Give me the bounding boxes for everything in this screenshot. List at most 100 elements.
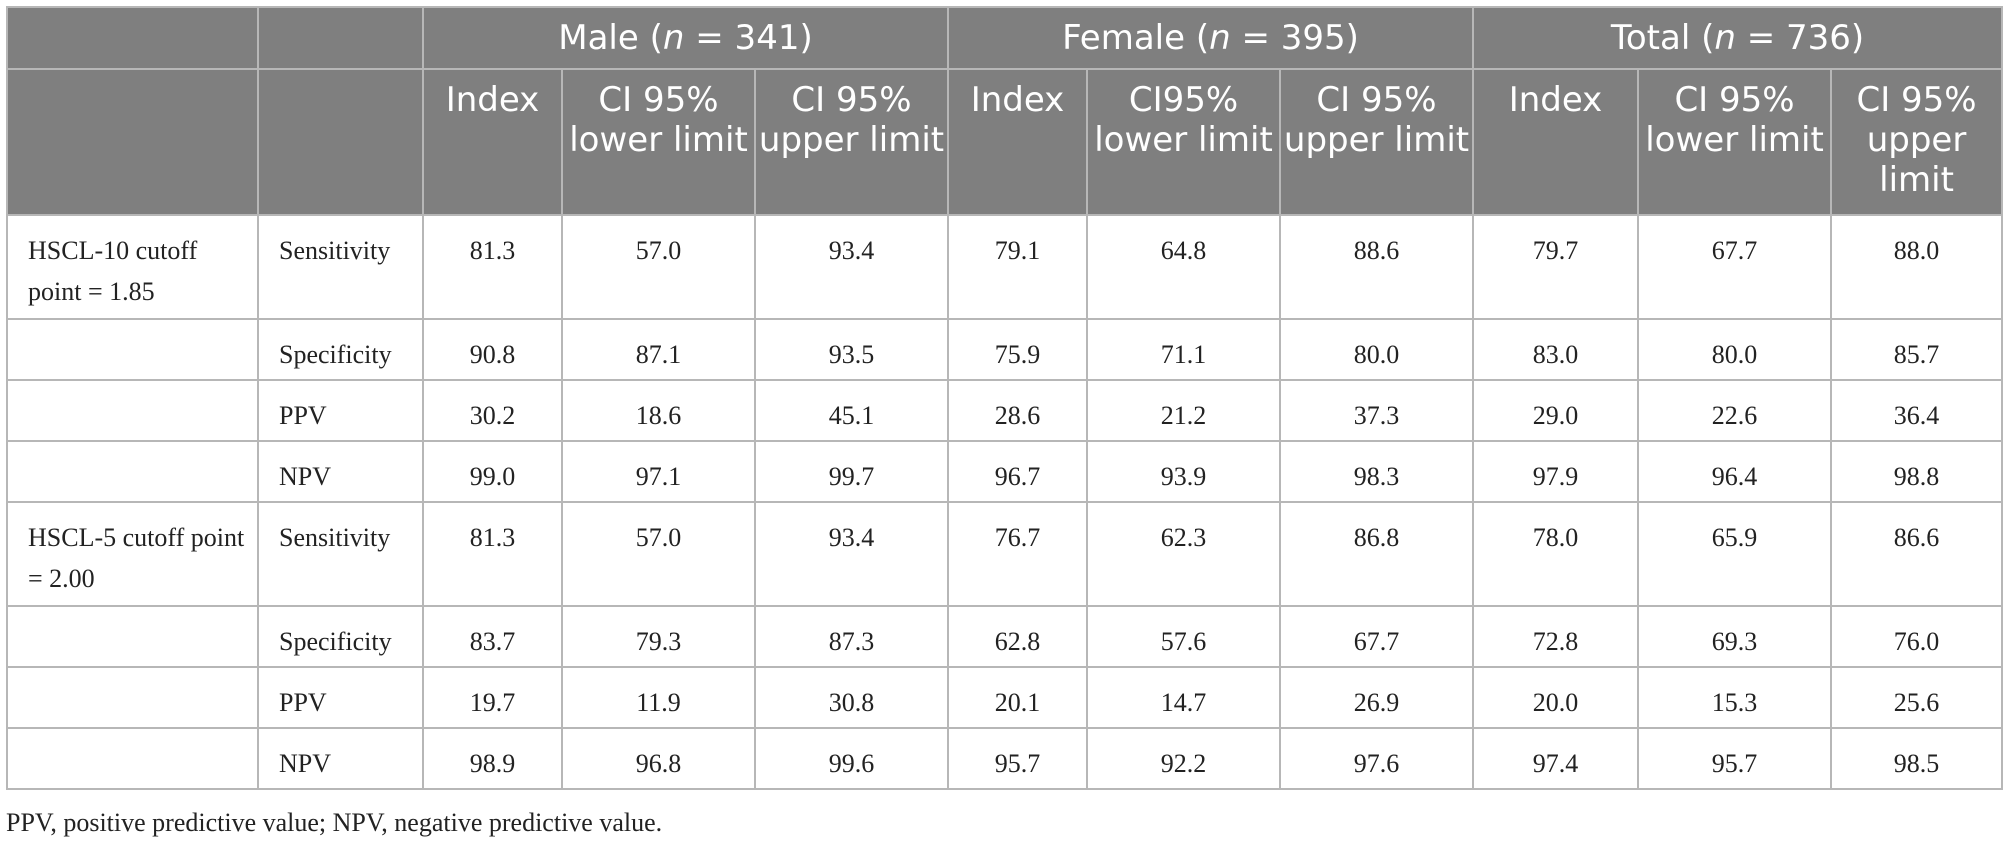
cell-value: 95.7	[947, 727, 1088, 790]
table-row: Specificity 90.8 87.1 93.5 75.9 71.1 80.…	[6, 318, 2004, 381]
cell-value: 20.0	[1472, 666, 1640, 729]
cell-value: 25.6	[1830, 666, 2004, 729]
header-male-index: Index	[422, 68, 563, 216]
group-label: HSCL-5 cutoff point = 2.00	[6, 501, 259, 607]
cell-value: 90.8	[422, 318, 563, 381]
cell-value: 96.7	[947, 440, 1088, 503]
metric-label: Sensitivity	[257, 214, 424, 320]
cell-value: 65.9	[1637, 501, 1833, 607]
header-group-male: Male (n = 341)	[422, 6, 949, 70]
cell-value: 99.6	[754, 727, 949, 790]
cell-value: 98.5	[1830, 727, 2004, 790]
cell-value: 80.0	[1278, 318, 1475, 381]
cell-value: 76.7	[947, 501, 1088, 607]
cell-value: 62.3	[1086, 501, 1281, 607]
header-total-ci-lower: CI 95% lower limit	[1637, 68, 1833, 216]
cell-value: 20.1	[947, 666, 1088, 729]
cell-value: 79.7	[1472, 214, 1640, 320]
cell-value: 28.6	[947, 379, 1088, 442]
group-label	[6, 379, 259, 442]
diagnostic-accuracy-table: Male (n = 341) Female (n = 395) Total (n…	[6, 6, 2004, 790]
header-female-index: Index	[947, 68, 1088, 216]
cell-value: 80.0	[1637, 318, 1833, 381]
cell-value: 88.0	[1830, 214, 2004, 320]
cell-value: 79.1	[947, 214, 1088, 320]
cell-value: 95.7	[1637, 727, 1833, 790]
cell-value: 19.7	[422, 666, 563, 729]
cell-value: 57.0	[561, 501, 756, 607]
cell-value: 79.3	[561, 605, 756, 668]
cell-value: 87.3	[754, 605, 949, 668]
cell-value: 98.9	[422, 727, 563, 790]
cell-value: 37.3	[1278, 379, 1475, 442]
cell-value: 98.3	[1278, 440, 1475, 503]
cell-value: 93.9	[1086, 440, 1281, 503]
table-row: PPV 19.7 11.9 30.8 20.1 14.7 26.9 20.0 1…	[6, 666, 2004, 729]
results-table-container: Male (n = 341) Female (n = 395) Total (n…	[6, 6, 2004, 790]
table-row: Specificity 83.7 79.3 87.3 62.8 57.6 67.…	[6, 605, 2004, 668]
metric-label: Specificity	[257, 605, 424, 668]
cell-value: 64.8	[1086, 214, 1281, 320]
cell-value: 93.4	[754, 501, 949, 607]
cell-value: 81.3	[422, 214, 563, 320]
metric-label: Specificity	[257, 318, 424, 381]
cell-value: 14.7	[1086, 666, 1281, 729]
header-group-female: Female (n = 395)	[946, 6, 1475, 70]
cell-value: 93.5	[754, 318, 949, 381]
cell-value: 86.8	[1278, 501, 1475, 607]
cell-value: 21.2	[1086, 379, 1281, 442]
cell-value: 97.6	[1278, 727, 1475, 790]
table-row: HSCL-5 cutoff point = 2.00 Sensitivity 8…	[6, 501, 2004, 607]
cell-value: 36.4	[1830, 379, 2004, 442]
cell-value: 97.1	[561, 440, 756, 503]
cell-value: 30.8	[754, 666, 949, 729]
header-blank-3	[6, 68, 259, 216]
group-label	[6, 727, 259, 790]
cell-value: 67.7	[1278, 605, 1475, 668]
cell-value: 86.6	[1830, 501, 2004, 607]
header-total-ci-upper: CI 95% upper limit	[1830, 68, 2004, 216]
table-row: PPV 30.2 18.6 45.1 28.6 21.2 37.3 29.0 2…	[6, 379, 2004, 442]
cell-value: 62.8	[947, 605, 1088, 668]
group-label	[6, 605, 259, 668]
cell-value: 98.8	[1830, 440, 2004, 503]
group-label: HSCL-10 cutoff point = 1.85	[6, 214, 259, 320]
table-row: HSCL-10 cutoff point = 1.85 Sensitivity …	[6, 214, 2004, 320]
cell-value: 57.0	[561, 214, 756, 320]
cell-value: 83.7	[422, 605, 563, 668]
cell-value: 11.9	[561, 666, 756, 729]
group-label	[6, 440, 259, 503]
cell-value: 96.4	[1637, 440, 1833, 503]
cell-value: 96.8	[561, 727, 756, 790]
cell-value: 87.1	[561, 318, 756, 381]
cell-value: 99.7	[754, 440, 949, 503]
header-female-ci-upper: CI 95% upper limit	[1278, 68, 1475, 216]
cell-value: 26.9	[1278, 666, 1475, 729]
metric-label: PPV	[257, 666, 424, 729]
cell-value: 93.4	[754, 214, 949, 320]
header-blank-1	[6, 6, 259, 70]
cell-value: 76.0	[1830, 605, 2004, 668]
table-row: NPV 98.9 96.8 99.6 95.7 92.2 97.6 97.4 9…	[6, 727, 2004, 790]
cell-value: 22.6	[1637, 379, 1833, 442]
group-label	[6, 666, 259, 729]
table-row: NPV 99.0 97.1 99.7 96.7 93.9 98.3 97.9 9…	[6, 440, 2004, 503]
cell-value: 45.1	[754, 379, 949, 442]
metric-label: NPV	[257, 727, 424, 790]
cell-value: 15.3	[1637, 666, 1833, 729]
cell-value: 78.0	[1472, 501, 1640, 607]
metric-label: PPV	[257, 379, 424, 442]
cell-value: 30.2	[422, 379, 563, 442]
metric-label: NPV	[257, 440, 424, 503]
group-label	[6, 318, 259, 381]
cell-value: 92.2	[1086, 727, 1281, 790]
cell-value: 67.7	[1637, 214, 1833, 320]
cell-value: 97.4	[1472, 727, 1640, 790]
cell-value: 83.0	[1472, 318, 1640, 381]
cell-value: 81.3	[422, 501, 563, 607]
header-male-ci-lower: CI 95% lower limit	[561, 68, 756, 216]
cell-value: 97.9	[1472, 440, 1640, 503]
cell-value: 18.6	[561, 379, 756, 442]
header-blank-2	[257, 6, 424, 70]
cell-value: 85.7	[1830, 318, 2004, 381]
